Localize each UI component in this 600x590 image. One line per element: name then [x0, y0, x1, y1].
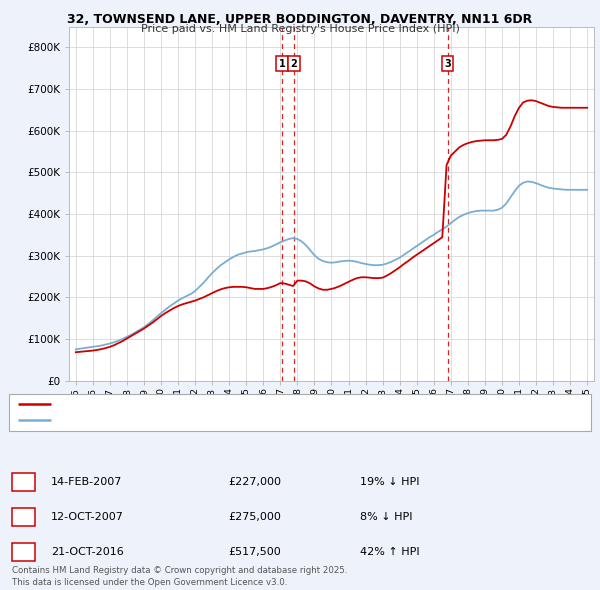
Text: 8% ↓ HPI: 8% ↓ HPI [360, 512, 413, 522]
Text: 1: 1 [279, 59, 286, 68]
Text: 14-FEB-2007: 14-FEB-2007 [51, 477, 122, 487]
Text: £517,500: £517,500 [228, 547, 281, 557]
Text: 2: 2 [20, 512, 27, 522]
Text: 32, TOWNSEND LANE, UPPER BODDINGTON, DAVENTRY, NN11 6DR (detached house): 32, TOWNSEND LANE, UPPER BODDINGTON, DAV… [56, 400, 460, 409]
Text: 42% ↑ HPI: 42% ↑ HPI [360, 547, 419, 557]
Text: Price paid vs. HM Land Registry's House Price Index (HPI): Price paid vs. HM Land Registry's House … [140, 24, 460, 34]
Text: Contains HM Land Registry data © Crown copyright and database right 2025.
This d: Contains HM Land Registry data © Crown c… [12, 566, 347, 587]
Text: 21-OCT-2016: 21-OCT-2016 [51, 547, 124, 557]
Text: 19% ↓ HPI: 19% ↓ HPI [360, 477, 419, 487]
Text: HPI: Average price, detached house, West Northamptonshire: HPI: Average price, detached house, West… [56, 416, 344, 425]
Text: 32, TOWNSEND LANE, UPPER BODDINGTON, DAVENTRY, NN11 6DR: 32, TOWNSEND LANE, UPPER BODDINGTON, DAV… [67, 13, 533, 26]
Text: £227,000: £227,000 [228, 477, 281, 487]
Text: 2: 2 [290, 59, 297, 68]
Text: 12-OCT-2007: 12-OCT-2007 [51, 512, 124, 522]
Text: 3: 3 [444, 59, 451, 68]
Text: £275,000: £275,000 [228, 512, 281, 522]
Text: 3: 3 [20, 547, 27, 557]
Text: 1: 1 [20, 477, 27, 487]
